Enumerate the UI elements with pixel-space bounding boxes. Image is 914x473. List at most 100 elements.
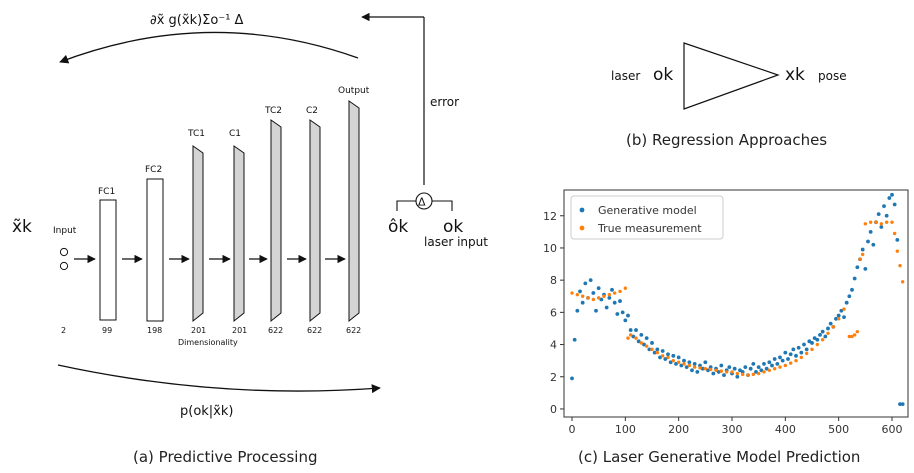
data-point-generative-model <box>844 300 849 305</box>
data-point-generative-model <box>743 365 748 369</box>
data-point-generative-model <box>828 321 833 326</box>
gradient-expression: ∂x̃ g(x̃k)Σo⁻¹ Δ <box>150 13 244 28</box>
data-point-generative-model <box>679 363 684 368</box>
data-point-generative-model <box>575 308 580 313</box>
data-point-generative-model <box>879 225 884 229</box>
data-point-generative-model <box>655 347 660 352</box>
data-point-generative-model <box>716 370 721 374</box>
error-label: error <box>430 95 459 109</box>
data-point-generative-model <box>660 349 665 353</box>
data-point-generative-model <box>588 278 593 283</box>
plot-frame <box>563 189 909 418</box>
data-point-generative-model <box>732 366 737 371</box>
data-point-generative-model <box>791 347 796 352</box>
data-point-generative-model <box>892 202 897 207</box>
legend-marker-generative-model <box>579 207 585 213</box>
legend-box <box>570 195 724 240</box>
input-node-1 <box>59 247 69 257</box>
data-point-generative-model <box>636 339 641 344</box>
data-point-true-measurement <box>655 350 660 355</box>
data-point-generative-model <box>863 266 868 271</box>
data-point-generative-model <box>695 370 700 374</box>
series-true-measurement <box>570 220 905 377</box>
x-tick-label: 200 <box>668 423 689 436</box>
caption-c: (c) Laser Generative Model Prediction <box>578 448 860 466</box>
data-point-true-measurement <box>666 355 670 360</box>
chart-legend: Generative model True measurement <box>570 195 724 240</box>
y-tick-label: 10 <box>543 242 557 255</box>
data-point-generative-model <box>815 337 820 342</box>
generative-forward-arrow <box>57 364 381 394</box>
data-point-generative-model <box>772 357 777 361</box>
data-point-true-measurement <box>671 358 676 363</box>
layer-dim-input: 2 <box>61 326 66 335</box>
data-point-generative-model <box>783 350 788 355</box>
data-point-generative-model <box>674 361 678 366</box>
layer-output <box>348 100 360 323</box>
data-point-generative-model <box>788 352 793 357</box>
y-tick-label: 8 <box>550 274 557 287</box>
data-point-generative-model <box>604 305 609 310</box>
data-point-true-measurement <box>596 296 601 300</box>
data-point-true-measurement <box>639 341 644 345</box>
data-point-generative-model <box>703 360 708 365</box>
data-point-generative-model <box>786 357 790 361</box>
data-point-generative-model <box>708 365 713 369</box>
data-point-true-measurement <box>575 292 580 297</box>
data-point-generative-model <box>620 310 625 315</box>
data-point-true-measurement <box>735 371 740 376</box>
data-point-true-measurement <box>692 365 697 369</box>
data-point-true-measurement <box>634 336 638 340</box>
data-point-true-measurement <box>756 371 761 376</box>
data-point-generative-model <box>618 299 622 303</box>
data-point-true-measurement <box>884 220 889 224</box>
data-point-generative-model <box>794 353 798 358</box>
data-point-generative-model <box>860 247 865 252</box>
data-point-true-measurement <box>831 325 836 329</box>
regression-triangle <box>683 42 780 110</box>
data-point-generative-model <box>799 350 804 355</box>
data-point-true-measurement <box>580 294 585 298</box>
data-point-true-measurement <box>820 338 825 342</box>
data-point-true-measurement <box>874 220 878 224</box>
data-point-generative-model <box>887 196 892 200</box>
data-point-generative-model <box>639 332 644 337</box>
data-point-true-measurement <box>890 220 894 224</box>
data-point-generative-model <box>740 370 745 374</box>
pose-label: pose <box>818 69 847 83</box>
data-point-generative-model <box>572 337 577 342</box>
data-point-generative-model <box>882 204 886 208</box>
data-point-generative-model <box>698 363 702 368</box>
data-point-generative-model <box>775 361 780 366</box>
data-point-generative-model <box>836 313 841 318</box>
data-point-generative-model <box>615 312 620 316</box>
latent-state-label: x̃k <box>12 217 32 237</box>
data-point-generative-model <box>756 365 761 369</box>
regression-input-symbol: ok <box>653 65 673 85</box>
data-point-generative-model <box>898 402 902 407</box>
data-point-true-measurement <box>860 252 865 257</box>
layer-name-output: Output <box>338 86 370 96</box>
data-point-generative-model <box>855 265 860 270</box>
data-point-true-measurement <box>751 372 756 377</box>
data-point-true-measurement <box>799 355 804 360</box>
data-point-generative-model <box>719 363 724 368</box>
observation-label: ok <box>443 217 463 237</box>
data-point-true-measurement <box>703 367 708 371</box>
data-point-true-measurement <box>746 373 750 377</box>
data-point-generative-model <box>663 357 668 361</box>
y-tick-label: 6 <box>550 306 557 319</box>
data-point-true-measurement <box>868 220 873 224</box>
laser-label: laser <box>611 69 640 83</box>
layer-name-fc1: FC1 <box>98 187 115 197</box>
layer-dim-c1: 201 <box>232 326 247 335</box>
layer-c1 <box>233 145 245 323</box>
regression-output-symbol: xk <box>785 65 805 85</box>
data-point-generative-model <box>628 328 633 332</box>
data-point-generative-model <box>647 347 652 352</box>
data-point-true-measurement <box>855 329 860 334</box>
data-point-generative-model <box>642 342 646 347</box>
data-point-generative-model <box>876 212 881 217</box>
layer-dim-c2: 622 <box>307 326 322 335</box>
